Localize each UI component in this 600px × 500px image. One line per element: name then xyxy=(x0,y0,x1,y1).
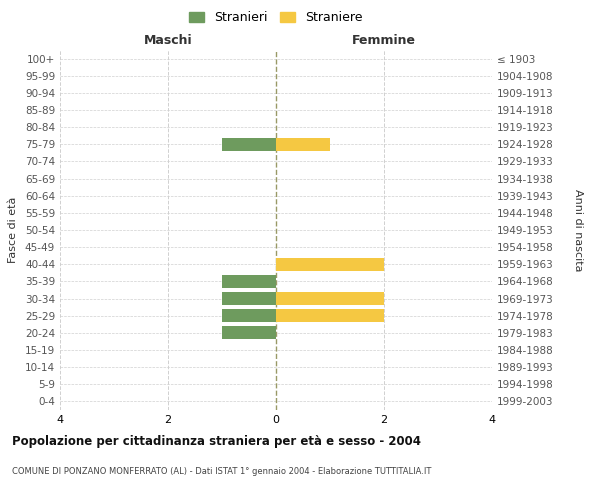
Bar xyxy=(222,275,276,288)
Bar xyxy=(222,310,276,322)
Text: COMUNE DI PONZANO MONFERRATO (AL) - Dati ISTAT 1° gennaio 2004 - Elaborazione TU: COMUNE DI PONZANO MONFERRATO (AL) - Dati… xyxy=(12,468,431,476)
Text: Maschi: Maschi xyxy=(143,34,193,48)
Y-axis label: Anni di nascita: Anni di nascita xyxy=(573,188,583,271)
Y-axis label: Fasce di età: Fasce di età xyxy=(8,197,18,263)
Bar xyxy=(276,258,384,270)
Bar xyxy=(276,138,330,150)
Bar xyxy=(276,310,384,322)
Text: Popolazione per cittadinanza straniera per età e sesso - 2004: Popolazione per cittadinanza straniera p… xyxy=(12,435,421,448)
Bar xyxy=(222,292,276,305)
Bar xyxy=(222,138,276,150)
Bar xyxy=(222,326,276,340)
Legend: Stranieri, Straniere: Stranieri, Straniere xyxy=(184,6,368,30)
Bar xyxy=(276,292,384,305)
Text: Femmine: Femmine xyxy=(352,34,416,48)
